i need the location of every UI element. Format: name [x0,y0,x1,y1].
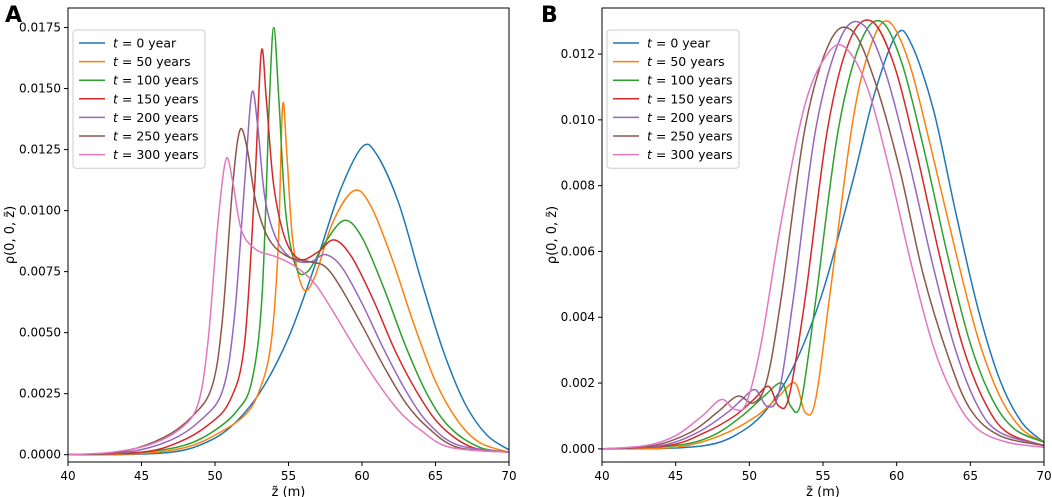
panel-letter-a: A [5,3,22,28]
legend-label: t = 200 years [647,110,733,125]
legend-label: t = 100 years [113,73,199,88]
x-tick-label: 45 [668,469,683,483]
series-line-t100 [68,26,509,456]
panel-b: B 40 45 50 55 60 65 70 0.000 0.002 0.004 0.006 0.008… [541,3,1052,497]
series-line-t150 [602,19,1044,450]
legend-item-t300: t = 300 years [613,147,733,162]
legend-label: t = 150 years [113,91,199,106]
legend-label: t = 300 years [113,147,199,162]
series-line-t250 [68,127,509,456]
legend-label: t = 50 years [647,54,725,69]
series-lines [68,26,509,456]
legend-item-t250: t = 250 years [613,129,733,144]
legend-label: t = 0 year [113,36,177,51]
legend-item-t200: t = 200 years [79,110,199,125]
y-tick-label: 0.0075 [19,265,61,279]
legend-box [72,29,206,169]
series-line-t50 [602,20,1044,450]
panel-letter-b: B [541,3,558,28]
x-tick-label: 45 [134,469,149,483]
series-line-t300 [68,157,509,456]
legend-label: t = 50 years [113,54,191,69]
y-tick-label: 0.008 [561,179,595,193]
y-axis-label: ρ(0, 0, z̃) [545,206,560,264]
legend-label: t = 250 years [647,129,733,144]
y-tick-label: 0.0125 [19,143,61,157]
y-tick-label: 0.000 [561,442,595,456]
x-tick-label: 40 [594,469,609,483]
y-tick-label: 0.004 [561,310,595,324]
legend-item-t100: t = 100 years [613,73,733,88]
y-tick-label: 0.0050 [19,326,61,340]
y-tick-label: 0.010 [561,113,595,127]
legend-item-t150: t = 150 years [79,91,199,106]
y-tick-label: 0.012 [561,47,595,61]
series-line-t0 [602,29,1044,450]
legend-item-t50: t = 50 years [613,54,725,69]
x-axis-label: z̃ (m) [272,485,306,497]
x-axis-label: z̃ (m) [806,485,840,497]
y-tick-label: 0.006 [561,244,595,258]
legend: t = 0 year t = 50 years t = 100 years t = 1… [72,29,206,169]
legend: t = 0 year t = 50 years t = 100 years t = 1… [606,29,740,169]
legend-label: t = 0 year [647,36,711,51]
y-axis-label: ρ(0, 0, z̃) [3,206,18,264]
x-tick-label: 50 [742,469,757,483]
legend-item-t300: t = 300 years [79,147,199,162]
x-tick-label: 40 [60,469,75,483]
legend-item-t100: t = 100 years [79,73,199,88]
series-line-t200 [68,90,509,456]
legend-item-t250: t = 250 years [79,129,199,144]
x-tick-label: 55 [281,469,296,483]
x-tick-label: 70 [1036,469,1051,483]
legend-item-t150: t = 150 years [613,91,733,106]
x-tick-label: 60 [354,469,369,483]
legend-box [606,29,740,169]
y-tick-label: 0.0000 [19,448,61,462]
legend-label: t = 200 years [113,110,199,125]
series-line-t300 [602,43,1044,450]
legend-item-t0: t = 0 year [613,36,711,51]
y-tick-label: 0.0025 [19,387,61,401]
series-line-t150 [68,48,509,456]
legend-item-t0: t = 0 year [79,36,177,51]
x-tick-label: 65 [963,469,978,483]
series-lines [602,19,1044,450]
series-line-t250 [602,26,1044,450]
series-line-t50 [68,102,509,456]
x-tick-label: 65 [428,469,443,483]
series-line-t0 [68,143,509,456]
legend-item-t200: t = 200 years [613,110,733,125]
x-tick-label: 60 [889,469,904,483]
x-tick-label: 50 [207,469,222,483]
y-tick-label: 0.0175 [19,21,61,35]
x-tick-label: 70 [501,469,516,483]
series-line-t100 [602,19,1044,450]
x-tick-label: 55 [815,469,830,483]
panel-a: A 40 45 50 55 60 65 70 0.0000 0.0025 0.0050 0.0075 0… [3,3,517,497]
y-tick-label: 0.0150 [19,82,61,96]
legend-label: t = 150 years [647,91,733,106]
legend-label: t = 100 years [647,73,733,88]
legend-item-t50: t = 50 years [79,54,191,69]
y-tick-label: 0.0100 [19,204,61,218]
legend-label: t = 300 years [647,147,733,162]
series-line-t200 [602,20,1044,450]
legend-label: t = 250 years [113,129,199,144]
y-tick-label: 0.002 [561,376,595,390]
